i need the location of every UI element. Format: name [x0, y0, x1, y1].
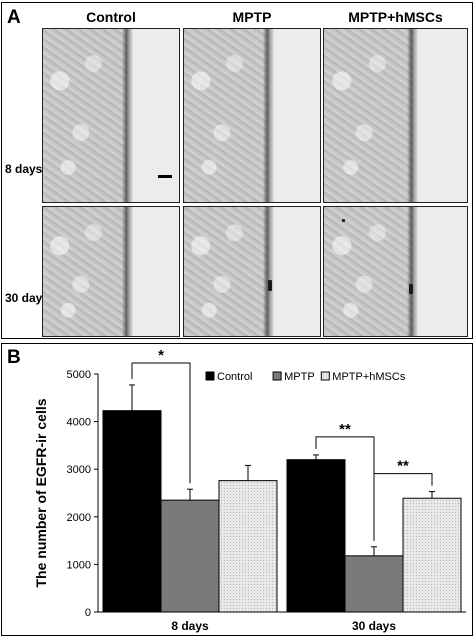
significance-label: **: [397, 458, 409, 475]
y-tick-label: 1000: [67, 559, 91, 571]
legend-swatch: [205, 371, 215, 381]
bar-mptp-hmscs-30-days: [402, 497, 462, 613]
x-tick-label: 8 days: [171, 619, 209, 633]
significance-label: **: [339, 421, 351, 438]
panel-a-letter: A: [7, 7, 21, 28]
legend-label: Control: [217, 371, 252, 383]
y-tick-label: 2000: [67, 512, 91, 524]
scale-bar: [158, 175, 172, 178]
panel-b-bar-chart: B 0 1000 2000 3000 4000 5000 The number of EGF…: [1, 343, 473, 636]
y-tick-label: 4000: [67, 417, 91, 429]
bar-control-30-days: [286, 459, 346, 613]
legend-label: MPTP: [284, 371, 315, 383]
micrograph-control-30-days: [42, 206, 180, 337]
legend-swatch: [272, 371, 282, 381]
bar-chart: 0 1000 2000 3000 4000 5000 The number of EGFR-…: [33, 347, 466, 633]
micrograph-mptp-hmscs-30-days: [323, 206, 468, 337]
y-tick-label: 0: [85, 607, 91, 619]
x-tick-label: 30 days: [352, 619, 396, 633]
y-tick-label: 5000: [67, 369, 91, 381]
significance-bracket: [131, 362, 191, 484]
column-label-mptp-hmscs: MPTP+hMSCs: [348, 9, 443, 25]
panel-b-letter: B: [7, 347, 21, 368]
micrograph-mptp-30-days: [183, 206, 321, 337]
significance-label: *: [158, 347, 164, 364]
legend-label: MPTP+hMSCs: [332, 371, 406, 383]
column-label-mptp: MPTP: [232, 9, 272, 25]
micrograph-mptp-8-days: [183, 28, 321, 203]
column-label-control: Control: [86, 9, 136, 25]
y-axis-label: The number of EGFR-ir cells: [33, 398, 49, 587]
bar-mptp-30-days: [344, 555, 404, 613]
bar-mptp-8-days: [160, 499, 220, 613]
legend-swatch: [320, 371, 330, 381]
bar-mptp-hmscs-8-days: [218, 480, 278, 613]
y-tick-label: 3000: [67, 464, 91, 476]
row-label-8-days: 8 days: [5, 162, 43, 176]
panel-a-micrographs: A Control MPTP MPTP+hMSCs 8 days 30 days: [1, 2, 473, 339]
bar-control-8-days: [102, 410, 162, 613]
row-label-30-days: 30 days: [5, 291, 50, 305]
micrograph-mptp-hmscs-8-days: [323, 28, 468, 203]
significance-bracket: [373, 473, 433, 541]
micrograph-control-8-days: [42, 28, 180, 203]
